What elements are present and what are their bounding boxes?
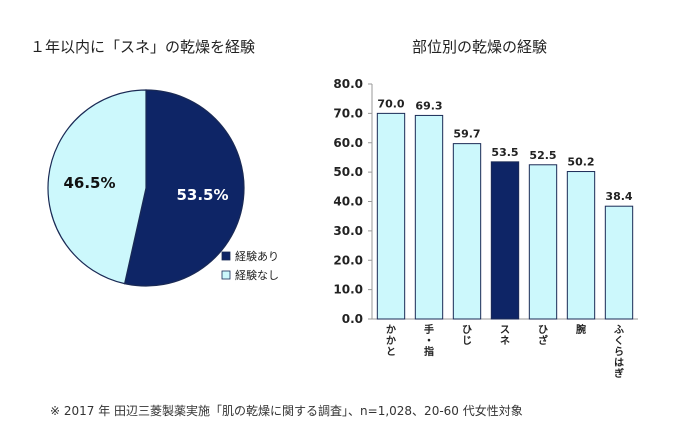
pie-slice xyxy=(123,89,245,287)
bar xyxy=(566,171,596,320)
pie-slice-label: 53.5% xyxy=(176,186,228,204)
y-tick-label: 30.0 xyxy=(333,224,363,238)
bar xyxy=(452,143,482,320)
y-tick-label: 0.0 xyxy=(342,312,363,326)
y-tick-label: 60.0 xyxy=(333,136,363,150)
pie-chart: 53.5% 46.5% xyxy=(47,89,245,287)
bar-chart-title: 部位別の乾燥の経験 xyxy=(412,38,548,56)
bar-chart: 0.0 10.0 20.0 30.0 40.0 50.0 60.0 70.0 80.0 70.0 か… xyxy=(333,77,638,380)
bar-value-label: 70.0 xyxy=(377,97,404,110)
y-tick-label: 50.0 xyxy=(333,165,363,179)
y-tick-label: 20.0 xyxy=(333,253,363,267)
legend-label: 経験なし xyxy=(235,268,279,282)
x-tick-label: ひざ xyxy=(538,325,548,347)
bar-value-label: 50.2 xyxy=(567,156,594,169)
y-tick-label: 10.0 xyxy=(333,283,363,297)
y-tick-label: 40.0 xyxy=(333,195,363,209)
bar xyxy=(604,205,634,320)
bar xyxy=(376,112,406,320)
pie-slice xyxy=(47,89,147,285)
footnote: ※ 2017 年 田辺三菱製薬実施「肌の乾燥に関する調査」、n=1,028、20… xyxy=(50,404,523,418)
bar-value-label: 59.7 xyxy=(453,128,480,141)
y-tick-label: 80.0 xyxy=(333,77,363,91)
x-tick-label: ひじ xyxy=(462,325,472,347)
pie-slice-label: 46.5% xyxy=(63,174,115,192)
bar xyxy=(414,114,444,320)
bar xyxy=(528,164,558,320)
y-tick-label: 70.0 xyxy=(333,106,363,120)
legend-swatch xyxy=(221,251,231,261)
bar-value-label: 69.3 xyxy=(415,99,442,112)
legend-label: 経験あり xyxy=(235,249,279,263)
x-tick-label: かかと xyxy=(386,324,396,358)
x-tick-label: 手・指 xyxy=(424,323,434,358)
pie-chart-title: １年以内に「スネ」の乾燥を経験 xyxy=(30,38,256,56)
bar xyxy=(490,161,520,320)
legend-swatch xyxy=(221,270,231,280)
bar-value-label: 38.4 xyxy=(605,190,632,203)
bar-value-label: 53.5 xyxy=(491,146,518,159)
x-tick-label: ふくらはぎ xyxy=(614,324,624,380)
bar-value-label: 52.5 xyxy=(529,149,556,162)
x-tick-label: 腕 xyxy=(576,323,586,336)
x-tick-label: スネ xyxy=(500,324,510,347)
